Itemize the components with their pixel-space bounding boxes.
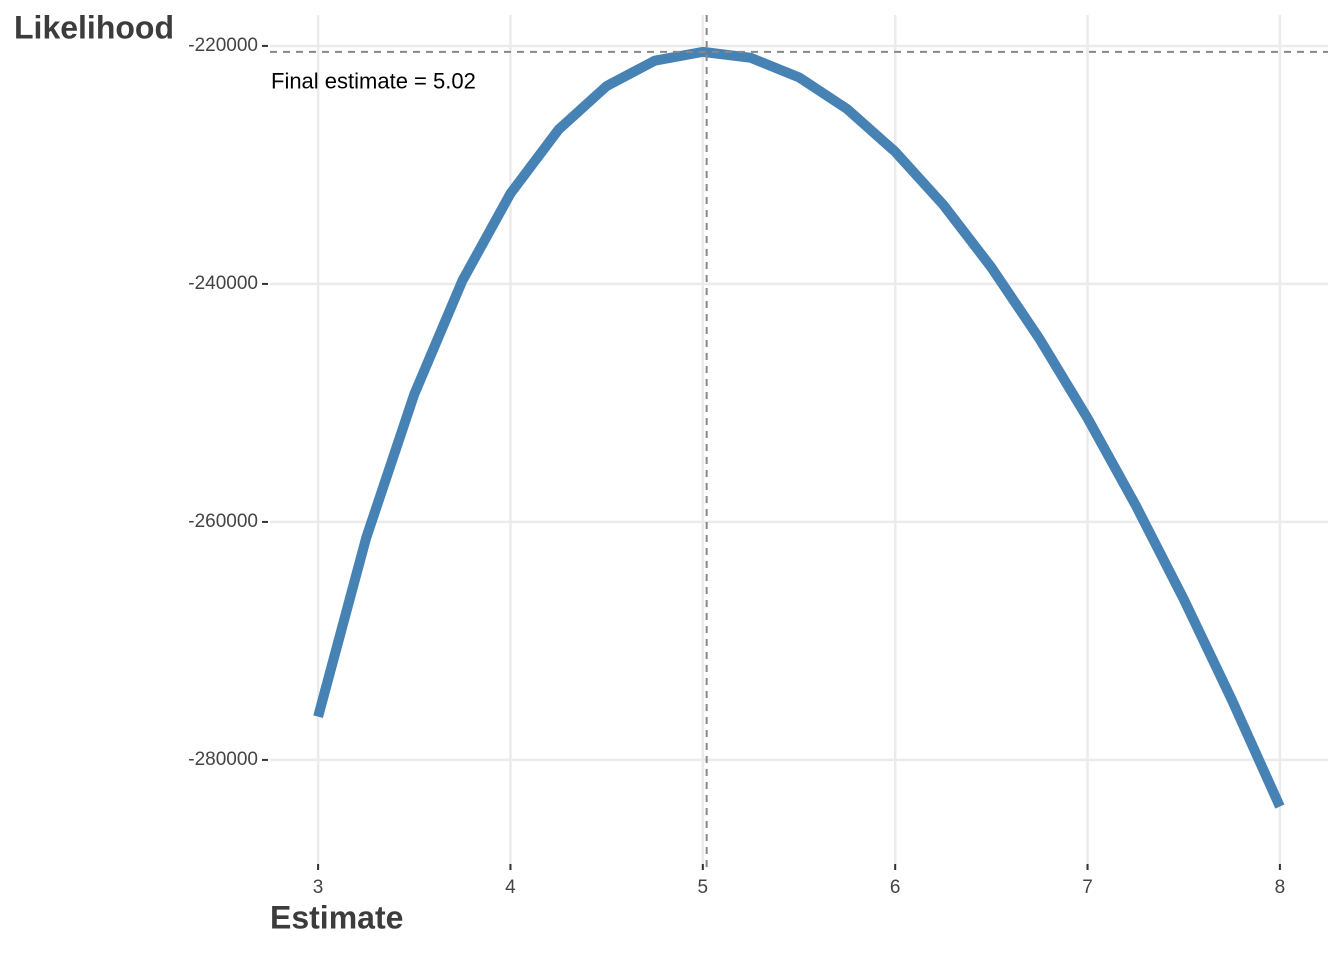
y-tick-label: -260000	[188, 511, 258, 532]
x-tick-label: 6	[890, 877, 901, 898]
annotation: Final estimate = 5.02	[271, 69, 476, 94]
y-tick-label: -240000	[188, 273, 258, 294]
x-tick-label: 4	[505, 877, 516, 898]
x-tick-label: 3	[313, 877, 324, 898]
x-axis-title: Estimate	[270, 899, 403, 935]
x-tick-label: 5	[698, 877, 709, 898]
y-tick-label: -220000	[188, 35, 258, 56]
x-tick-label: 7	[1082, 877, 1093, 898]
x-tick-label: 8	[1275, 877, 1286, 898]
y-axis-title: Likelihood	[14, 9, 174, 45]
y-tick-label: -280000	[188, 749, 258, 770]
likelihood-line	[313, 46, 1285, 809]
